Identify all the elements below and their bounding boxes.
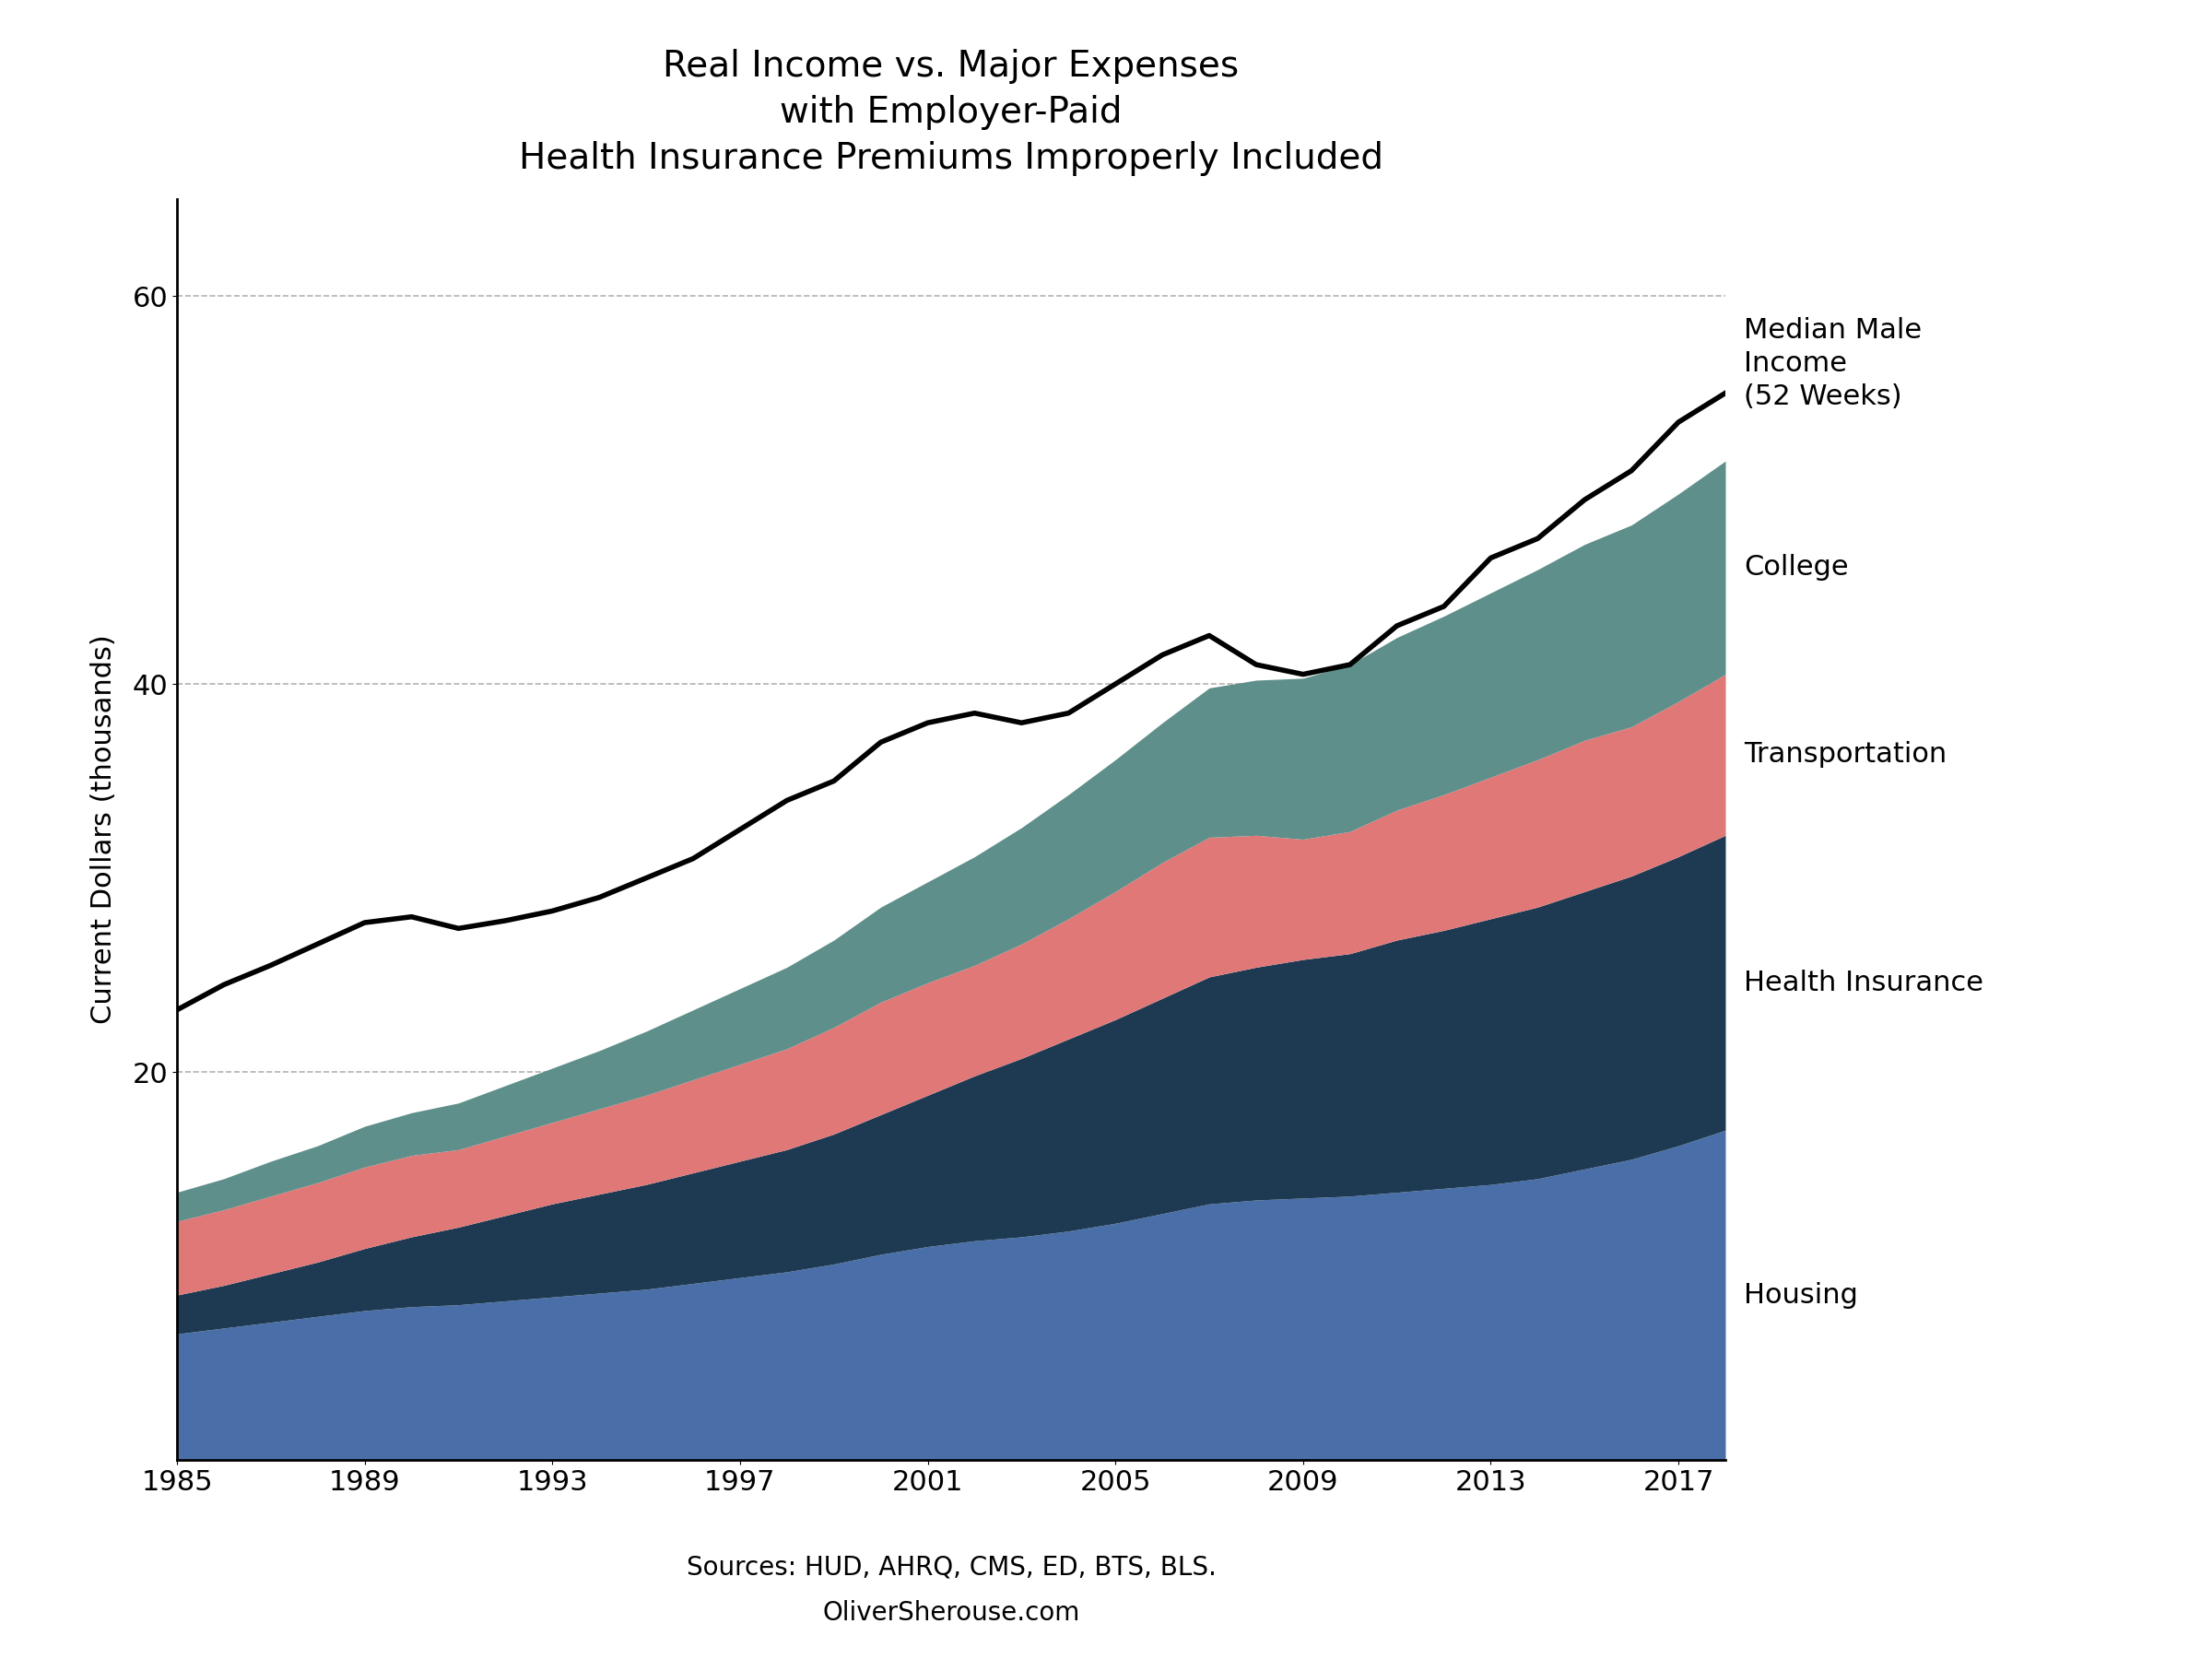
- Text: Transportation: Transportation: [1743, 742, 1947, 768]
- Text: OliverSherouse.com: OliverSherouse.com: [823, 1599, 1079, 1626]
- Text: Median Male
Income
(52 Weeks): Median Male Income (52 Weeks): [1743, 317, 1922, 410]
- Text: Health Insurance: Health Insurance: [1743, 969, 1984, 995]
- Y-axis label: Current Dollars (thousands): Current Dollars (thousands): [91, 635, 117, 1024]
- Text: Sources: HUD, AHRQ, CMS, ED, BTS, BLS.: Sources: HUD, AHRQ, CMS, ED, BTS, BLS.: [686, 1554, 1217, 1581]
- Text: Housing: Housing: [1743, 1282, 1858, 1309]
- Text: College: College: [1743, 554, 1849, 581]
- Title: Real Income vs. Major Expenses
with Employer-Paid
Health Insurance Premiums Impr: Real Income vs. Major Expenses with Empl…: [520, 48, 1382, 176]
